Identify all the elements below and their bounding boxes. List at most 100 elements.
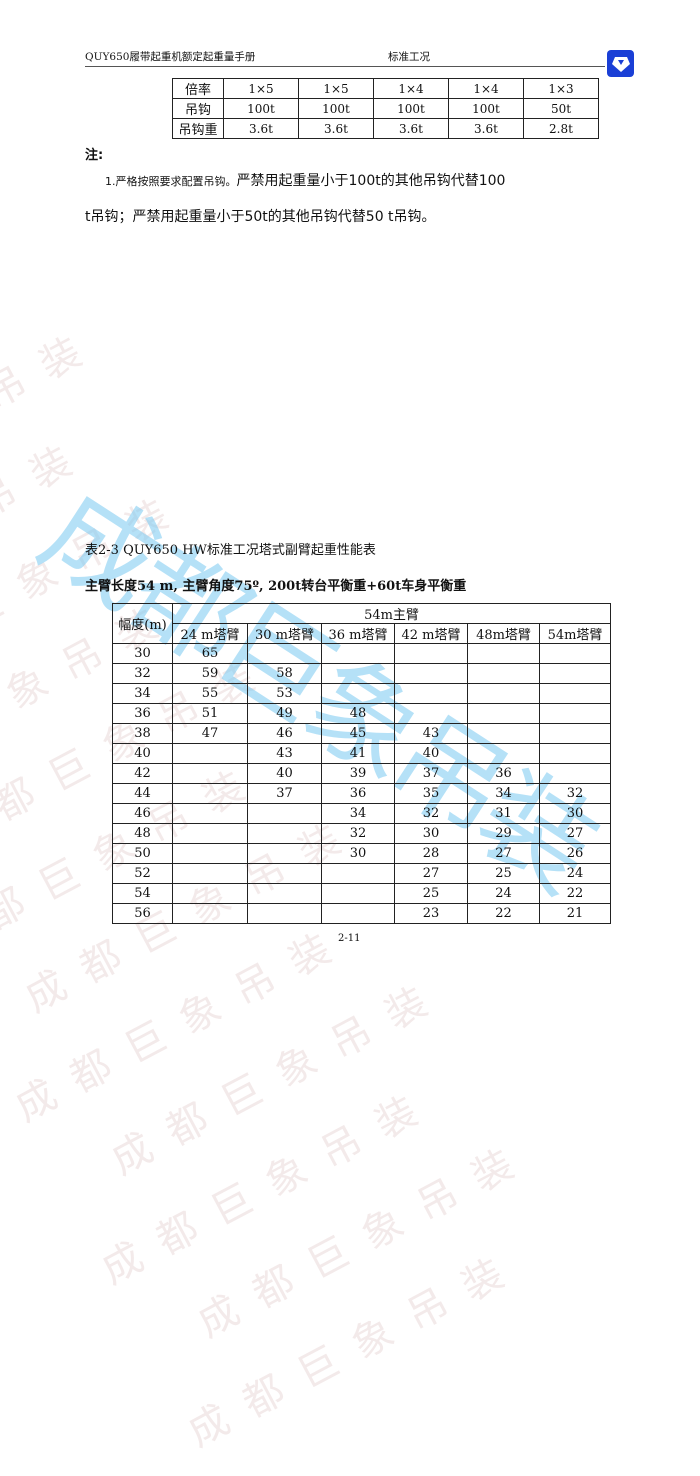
capacity-cell: 25: [394, 883, 468, 904]
table-row: 36 51 49 48: [112, 703, 611, 724]
capacity-cell: 40: [394, 743, 468, 764]
radius-cell: 52: [112, 863, 173, 884]
table-row: 42 40 39 37 36: [112, 763, 611, 784]
capacity-cell: 29: [467, 823, 540, 844]
table-row: 46 34 32 31 30: [112, 803, 611, 824]
capacity-cell: 27: [539, 823, 611, 844]
capacity-cell: [467, 683, 540, 704]
capacity-cell: 34: [321, 803, 395, 824]
radius-cell: 42: [112, 763, 173, 784]
capacity-cell: [247, 863, 322, 884]
cell: 100t: [223, 98, 299, 119]
column-header: 24 m塔臂: [172, 623, 248, 644]
capacity-cell: [539, 683, 611, 704]
capacity-cell: [172, 803, 248, 824]
table-row: 48 32 30 29 27: [112, 823, 611, 844]
radius-cell: 44: [112, 783, 173, 804]
table-row: 54 25 24 22: [112, 883, 611, 904]
capacity-cell: [539, 643, 611, 664]
capacity-cell: 65: [172, 643, 248, 664]
capacity-cell: 28: [394, 843, 468, 864]
column-header: 54m塔臂: [539, 623, 611, 644]
watermark-row: 成都巨象吊装: [0, 265, 13, 482]
capacity-cell: [247, 843, 322, 864]
radius-cell: 34: [112, 683, 173, 704]
capacity-cell: 40: [247, 763, 322, 784]
radius-cell: 36: [112, 703, 173, 724]
cell: 1×5: [223, 78, 299, 99]
capacity-cell: 45: [321, 723, 395, 744]
cell: 2.8t: [523, 118, 599, 139]
capacity-cell: [539, 743, 611, 764]
capacity-cell: [394, 643, 468, 664]
table-row: 50 30 28 27 26: [112, 843, 611, 864]
capacity-cell: [321, 663, 395, 684]
hook-table-row: 倍率 1×5 1×5 1×4 1×4 1×3: [172, 78, 599, 99]
capacity-cell: 32: [321, 823, 395, 844]
column-header: 36 m塔臂: [321, 623, 395, 644]
capacity-cell: [467, 743, 540, 764]
capacity-cell: 24: [467, 883, 540, 904]
radius-cell: 38: [112, 723, 173, 744]
page-number: 2-11: [338, 933, 361, 944]
capacity-cell: 36: [467, 763, 540, 784]
capacity-cell: 30: [394, 823, 468, 844]
capacity-cell: [172, 823, 248, 844]
capacity-cell: [247, 883, 322, 904]
row-label: 吊钩重: [172, 118, 224, 139]
capacity-cell: 30: [539, 803, 611, 824]
table-subtitle: 主臂长度54 m, 主臂角度75º, 200t转台平衡重+60t车身平衡重: [85, 579, 467, 594]
capacity-cell: 25: [467, 863, 540, 884]
capacity-cell: [321, 863, 395, 884]
cell: 1×5: [298, 78, 374, 99]
capacity-cell: [467, 703, 540, 724]
radius-cell: 40: [112, 743, 173, 764]
capacity-cell: 53: [247, 683, 322, 704]
capacity-cell: 23: [394, 903, 468, 924]
capacity-cell: 47: [172, 723, 248, 744]
hook-table-row: 吊钩 100t 100t 100t 100t 50t: [172, 98, 599, 119]
note-label: 注:: [85, 148, 104, 163]
cell: 3.6t: [373, 118, 449, 139]
main-boom-header: 54m主臂: [172, 603, 611, 624]
capacity-cell: 37: [247, 783, 322, 804]
capacity-cell: 43: [247, 743, 322, 764]
capacity-cell: [321, 903, 395, 924]
capacity-cell: 24: [539, 863, 611, 884]
table-row: 52 27 25 24: [112, 863, 611, 884]
capacity-cell: [467, 643, 540, 664]
column-header: 30 m塔臂: [247, 623, 322, 644]
hook-table-row: 吊钩重 3.6t 3.6t 3.6t 3.6t 2.8t: [172, 118, 599, 139]
row-label: 倍率: [172, 78, 224, 99]
capacity-cell: 36: [321, 783, 395, 804]
capacity-cell: [467, 663, 540, 684]
capacity-cell: [247, 903, 322, 924]
capacity-cell: 51: [172, 703, 248, 724]
radius-cell: 48: [112, 823, 173, 844]
capacity-cell: [394, 663, 468, 684]
note-line-2: t吊钩；严禁用起重量小于50t的其他吊钩代替50 t吊钩。: [85, 209, 436, 225]
capacity-cell: 48: [321, 703, 395, 724]
capacity-cell: [539, 723, 611, 744]
table-row: 30 65: [112, 643, 611, 664]
load-chart-table: 幅度(m) 54m主臂 24 m塔臂 30 m塔臂 36 m塔臂 42 m塔臂 48m塔…: [112, 603, 611, 924]
capacity-cell: [172, 843, 248, 864]
capacity-cell: [539, 703, 611, 724]
capacity-cell: [321, 683, 395, 704]
table-row: 34 55 53: [112, 683, 611, 704]
capacity-cell: 22: [539, 883, 611, 904]
watermark-row: 成都巨象吊装: [180, 1240, 531, 1456]
capacity-cell: 22: [467, 903, 540, 924]
capacity-cell: [172, 863, 248, 884]
capacity-cell: 27: [467, 843, 540, 864]
capacity-cell: 31: [467, 803, 540, 824]
capacity-cell: 27: [394, 863, 468, 884]
capacity-cell: 43: [394, 723, 468, 744]
capacity-cell: 46: [247, 723, 322, 744]
radius-cell: 50: [112, 843, 173, 864]
xcmg-logo-icon: [607, 50, 634, 77]
capacity-cell: [172, 763, 248, 784]
radius-cell: 32: [112, 663, 173, 684]
header-section: 标准工况: [388, 51, 430, 63]
capacity-cell: [172, 883, 248, 904]
